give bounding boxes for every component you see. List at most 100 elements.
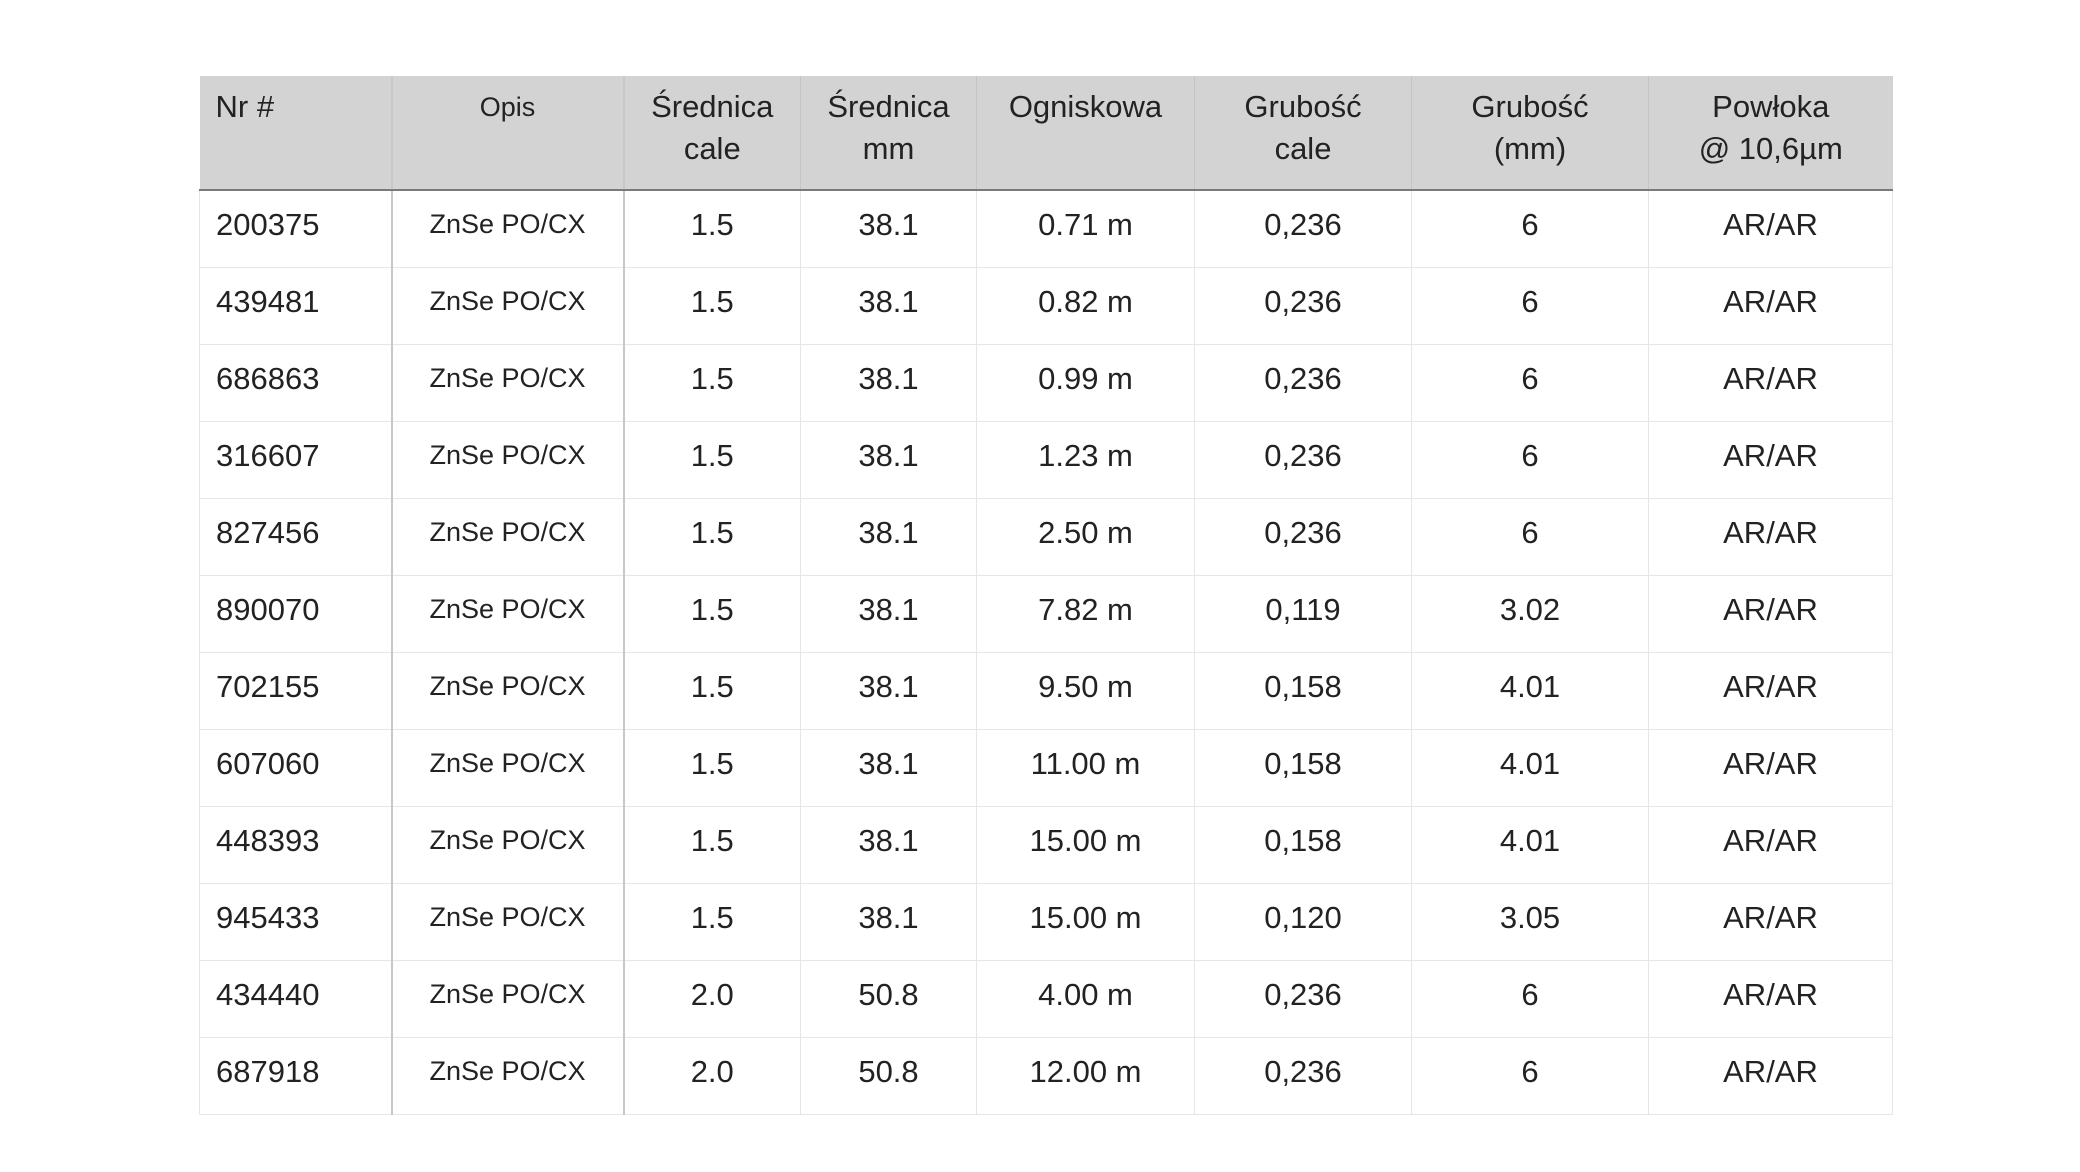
header-description: Opis (391, 76, 625, 191)
cell-part-number: 702155 (199, 652, 393, 730)
cell-diameter-inch: 1.5 (623, 190, 801, 268)
cell-focal-length: 0.71 m (976, 190, 1195, 268)
cell-coating: AR/AR (1648, 806, 1893, 884)
cell-focal-length: 9.50 m (976, 652, 1195, 730)
cell-diameter-mm: 38.1 (800, 421, 977, 499)
cell-coating: AR/AR (1648, 883, 1893, 961)
cell-part-number: 945433 (199, 883, 393, 961)
cell-coating: AR/AR (1648, 190, 1893, 268)
cell-focal-length: 12.00 m (976, 1037, 1195, 1115)
cell-description: ZnSe PO/CX (391, 652, 625, 730)
cell-thickness-mm: 6 (1411, 344, 1649, 422)
cell-coating: AR/AR (1648, 267, 1893, 345)
cell-diameter-inch: 1.5 (623, 729, 801, 807)
cell-diameter-inch: 1.5 (623, 652, 801, 730)
header-diameter-inch: Średnica cale (623, 76, 801, 191)
cell-part-number: 687918 (199, 1037, 393, 1115)
cell-diameter-inch: 1.5 (623, 344, 801, 422)
cell-diameter-mm: 38.1 (800, 575, 977, 653)
header-thickness-inch: Grubość cale (1194, 76, 1412, 191)
cell-description: ZnSe PO/CX (391, 729, 625, 807)
cell-coating: AR/AR (1648, 421, 1893, 499)
cell-diameter-mm: 38.1 (800, 267, 977, 345)
cell-diameter-mm: 38.1 (800, 344, 977, 422)
cell-thickness-inch: 0,236 (1194, 190, 1412, 268)
cell-part-number: 686863 (199, 344, 393, 422)
table-row: 827456 ZnSe PO/CX 1.5 38.1 2.50 m 0,236 6 AR/AR (199, 498, 1893, 576)
lens-table-container: Nr # Opis Średnica cale Średnica mm Ogni… (199, 76, 1893, 1115)
table-row: 316607 ZnSe PO/CX 1.5 38.1 1.23 m 0,236 6 AR/AR (199, 421, 1893, 499)
cell-diameter-mm: 38.1 (800, 883, 977, 961)
cell-coating: AR/AR (1648, 729, 1893, 807)
cell-coating: AR/AR (1648, 498, 1893, 576)
cell-focal-length: 11.00 m (976, 729, 1195, 807)
cell-diameter-inch: 1.5 (623, 883, 801, 961)
cell-thickness-mm: 4.01 (1411, 652, 1649, 730)
cell-diameter-mm: 38.1 (800, 806, 977, 884)
cell-thickness-mm: 6 (1411, 498, 1649, 576)
cell-description: ZnSe PO/CX (391, 575, 625, 653)
header-thickness-mm: Grubość (mm) (1411, 76, 1649, 191)
cell-coating: AR/AR (1648, 575, 1893, 653)
cell-description: ZnSe PO/CX (391, 267, 625, 345)
cell-part-number: 316607 (199, 421, 393, 499)
table-row: 434440 ZnSe PO/CX 2.0 50.8 4.00 m 0,236 6 AR/AR (199, 960, 1893, 1038)
cell-diameter-inch: 1.5 (623, 421, 801, 499)
cell-thickness-inch: 0,158 (1194, 806, 1412, 884)
header-focal-length: Ogniskowa (976, 76, 1195, 191)
cell-diameter-inch: 2.0 (623, 1037, 801, 1115)
cell-diameter-inch: 1.5 (623, 498, 801, 576)
table-header: Nr # Opis Średnica cale Średnica mm Ogni… (199, 76, 1893, 191)
cell-diameter-mm: 38.1 (800, 729, 977, 807)
cell-focal-length: 2.50 m (976, 498, 1195, 576)
cell-diameter-mm: 38.1 (800, 652, 977, 730)
cell-part-number: 827456 (199, 498, 393, 576)
table-row: 686863 ZnSe PO/CX 1.5 38.1 0.99 m 0,236 6 AR/AR (199, 344, 1893, 422)
cell-thickness-mm: 3.05 (1411, 883, 1649, 961)
header-part-number: Nr # (199, 76, 393, 191)
cell-focal-length: 15.00 m (976, 806, 1195, 884)
cell-thickness-inch: 0,120 (1194, 883, 1412, 961)
cell-diameter-inch: 1.5 (623, 806, 801, 884)
cell-thickness-inch: 0,236 (1194, 960, 1412, 1038)
cell-thickness-inch: 0,236 (1194, 1037, 1412, 1115)
cell-thickness-mm: 6 (1411, 190, 1649, 268)
cell-description: ZnSe PO/CX (391, 498, 625, 576)
cell-focal-length: 1.23 m (976, 421, 1195, 499)
header-diameter-mm: Średnica mm (800, 76, 977, 191)
cell-description: ZnSe PO/CX (391, 960, 625, 1038)
cell-diameter-mm: 38.1 (800, 190, 977, 268)
cell-thickness-inch: 0,158 (1194, 729, 1412, 807)
lens-spec-table: Nr # Opis Średnica cale Średnica mm Ogni… (199, 76, 1893, 1115)
cell-focal-length: 4.00 m (976, 960, 1195, 1038)
cell-focal-length: 7.82 m (976, 575, 1195, 653)
cell-thickness-mm: 4.01 (1411, 806, 1649, 884)
cell-diameter-mm: 38.1 (800, 498, 977, 576)
cell-description: ZnSe PO/CX (391, 1037, 625, 1115)
cell-thickness-inch: 0,236 (1194, 498, 1412, 576)
cell-focal-length: 15.00 m (976, 883, 1195, 961)
cell-part-number: 890070 (199, 575, 393, 653)
cell-thickness-mm: 6 (1411, 421, 1649, 499)
cell-description: ZnSe PO/CX (391, 421, 625, 499)
table-row: 702155 ZnSe PO/CX 1.5 38.1 9.50 m 0,158 4.01 AR… (199, 652, 1893, 730)
header-row: Nr # Opis Średnica cale Średnica mm Ogni… (199, 76, 1893, 191)
cell-part-number: 607060 (199, 729, 393, 807)
cell-thickness-mm: 6 (1411, 267, 1649, 345)
cell-thickness-inch: 0,236 (1194, 267, 1412, 345)
cell-description: ZnSe PO/CX (391, 190, 625, 268)
cell-part-number: 439481 (199, 267, 393, 345)
cell-thickness-mm: 6 (1411, 1037, 1649, 1115)
cell-description: ZnSe PO/CX (391, 344, 625, 422)
cell-coating: AR/AR (1648, 960, 1893, 1038)
cell-thickness-mm: 3.02 (1411, 575, 1649, 653)
cell-thickness-inch: 0,158 (1194, 652, 1412, 730)
cell-coating: AR/AR (1648, 652, 1893, 730)
table-row: 890070 ZnSe PO/CX 1.5 38.1 7.82 m 0,119 3.02 AR… (199, 575, 1893, 653)
cell-thickness-mm: 4.01 (1411, 729, 1649, 807)
cell-thickness-mm: 6 (1411, 960, 1649, 1038)
cell-focal-length: 0.82 m (976, 267, 1195, 345)
cell-part-number: 448393 (199, 806, 393, 884)
cell-thickness-inch: 0,236 (1194, 421, 1412, 499)
cell-diameter-mm: 50.8 (800, 1037, 977, 1115)
